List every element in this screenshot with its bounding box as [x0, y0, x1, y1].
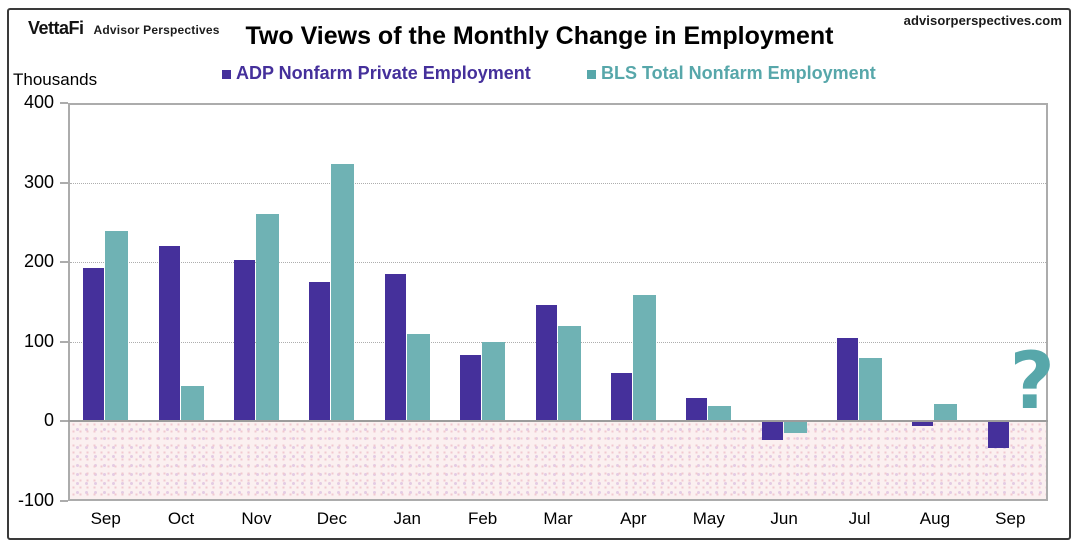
- y-tick-label-300: 300: [23, 171, 54, 192]
- bar-bls-apr-7: [632, 295, 656, 422]
- legend-item-adp: ADP Nonfarm Private Employment: [222, 63, 531, 85]
- bar-bls-sep-0: [105, 230, 129, 422]
- gridline-300: [70, 182, 1046, 184]
- x-tick-label-mar-6: Mar: [543, 509, 573, 528]
- y-tick-label-200: 200: [23, 251, 54, 271]
- vettafi-logo: VettaFi Advisor Perspectives: [28, 18, 220, 39]
- x-tick-label-jan-4: Jan: [393, 509, 421, 528]
- bar-bls-jun-9: [783, 422, 807, 434]
- brand-name: VettaFi: [28, 18, 84, 38]
- x-tick-label-may-8: May: [692, 509, 725, 528]
- bar-adp-may-8: [686, 397, 708, 422]
- y-tick-mark-300: [60, 181, 68, 184]
- x-tick-label-nov-2: Nov: [241, 509, 272, 528]
- x-tick-label-jul-10: Jul: [848, 509, 871, 528]
- y-tick-label-100: 100: [23, 330, 54, 351]
- bar-bls-jul-10: [859, 358, 883, 422]
- y-tick-mark-200: [60, 261, 68, 263]
- x-tick-label-oct-1: Oct: [167, 509, 195, 528]
- bar-bls-aug-11: [934, 403, 958, 422]
- legend-label: ADP Nonfarm Private Employment: [236, 63, 531, 83]
- bar-adp-dec-3: [309, 281, 331, 422]
- y-tick-label-0: 0: [43, 410, 54, 430]
- legend-item-bls: BLS Total Nonfarm Employment: [587, 63, 876, 85]
- y-axis-label: Thousands: [13, 70, 98, 89]
- bar-bls-feb-5: [482, 341, 506, 422]
- bar-bls-jan-4: [406, 333, 430, 422]
- y-tick-mark-0: [60, 420, 68, 422]
- negative-region-band: [70, 421, 1046, 499]
- website-url: advisorperspectives.com: [903, 13, 1062, 28]
- y-tick-mark--100: [60, 499, 68, 502]
- x-tick-label-aug-11: Aug: [919, 509, 951, 528]
- x-tick-label-jun-9: Jun: [770, 509, 798, 528]
- bar-bls-oct-1: [180, 386, 204, 422]
- brand-subtitle: Advisor Perspectives: [93, 23, 220, 37]
- bar-adp-sep-12: [987, 422, 1009, 449]
- x-tick-label-feb-5: Feb: [467, 509, 498, 528]
- legend-swatch-icon: [222, 70, 231, 79]
- bar-adp-oct-1: [158, 246, 180, 422]
- chart-title: Two Views of the Monthly Change in Emplo…: [245, 22, 834, 50]
- y-tick-label--100: -100: [17, 489, 54, 510]
- legend-label: BLS Total Nonfarm Employment: [601, 63, 876, 83]
- bar-adp-jul-10: [837, 338, 859, 422]
- bar-adp-nov-2: [233, 259, 255, 422]
- bar-adp-mar-6: [535, 304, 557, 422]
- missing-bls-question-mark: ?: [1009, 337, 1055, 427]
- bar-adp-aug-11: [912, 422, 934, 427]
- bar-bls-dec-3: [331, 164, 355, 422]
- y-tick-label-400: 400: [23, 92, 54, 112]
- zero-baseline: [68, 420, 1048, 422]
- bar-adp-feb-5: [460, 355, 482, 422]
- y-tick-mark-100: [60, 340, 68, 343]
- bar-adp-sep-0: [83, 268, 105, 422]
- legend-swatch-icon: [587, 70, 596, 79]
- bar-bls-mar-6: [557, 325, 581, 422]
- bar-bls-nov-2: [255, 213, 279, 422]
- y-tick-mark-400: [60, 102, 68, 104]
- x-tick-label-apr-7: Apr: [620, 509, 647, 528]
- x-tick-label-sep-12: Sep: [995, 509, 1026, 528]
- bar-adp-jan-4: [384, 273, 406, 422]
- bar-adp-apr-7: [610, 373, 632, 422]
- gridline-200: [70, 262, 1046, 263]
- bar-adp-jun-9: [761, 422, 783, 441]
- x-tick-label-sep-0: Sep: [90, 509, 121, 528]
- bar-bls-may-8: [708, 405, 732, 422]
- x-tick-label-dec-3: Dec: [316, 509, 347, 528]
